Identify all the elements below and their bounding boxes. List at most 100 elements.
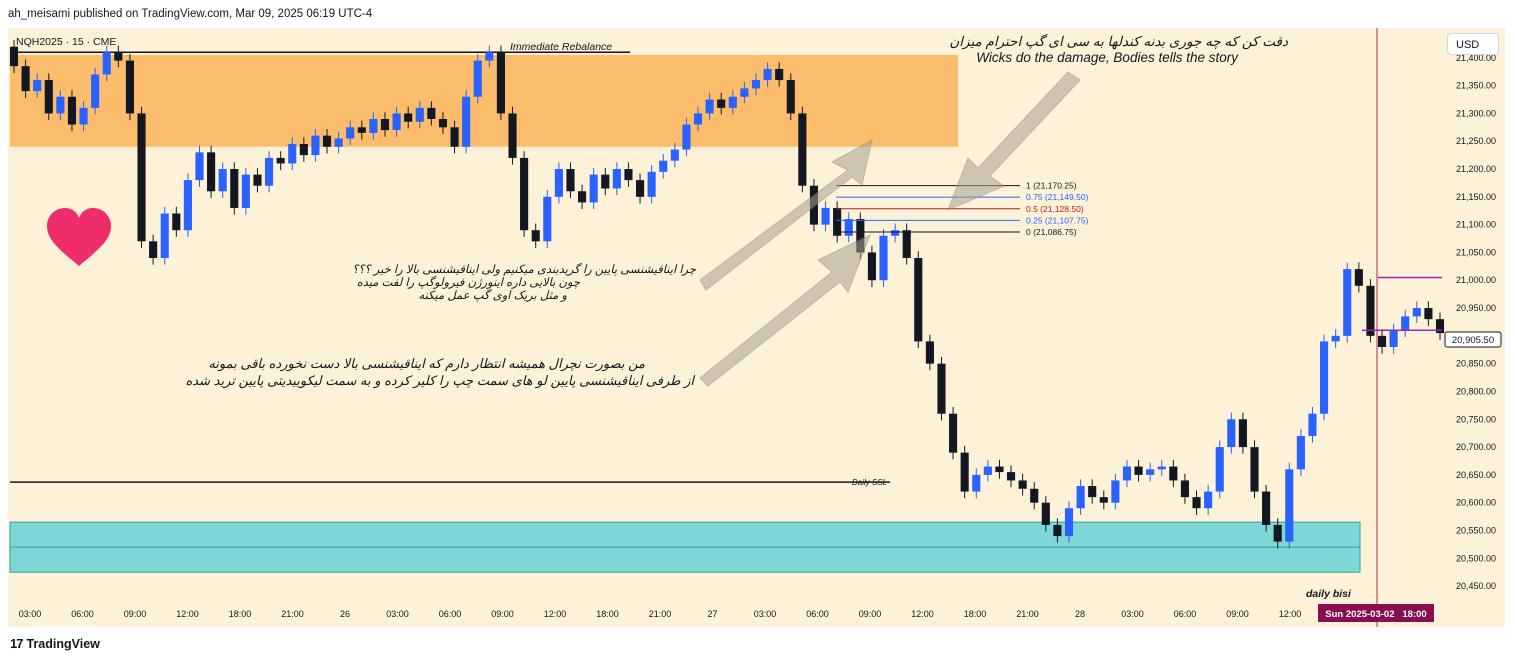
currency-button[interactable]: USD bbox=[1447, 33, 1499, 55]
candle-body bbox=[322, 135, 332, 147]
candle-body bbox=[276, 157, 285, 164]
x-tick-label: 09:00 bbox=[859, 609, 882, 619]
purple-levels-layer bbox=[1362, 276, 1442, 332]
candle-body bbox=[879, 235, 888, 281]
candle-body bbox=[1273, 524, 1282, 542]
candle-body bbox=[125, 60, 134, 114]
y-tick-label: 21,150.00 bbox=[1456, 192, 1496, 202]
candle-body bbox=[1099, 497, 1108, 503]
candle-body bbox=[1018, 480, 1027, 489]
annotation-mid-line-1: چرا ایناقیشنسی پایین را گریدبندی میکنیم … bbox=[352, 262, 697, 276]
annotation-low-line-2: از طرفی ایناقیشنسی پایین لو های سمت چپ ر… bbox=[186, 373, 696, 389]
candle-body bbox=[1192, 497, 1201, 509]
candle-body bbox=[33, 80, 42, 92]
y-tick-label: 21,050.00 bbox=[1456, 247, 1496, 257]
y-tick-label: 20,950.00 bbox=[1456, 303, 1496, 313]
fib-level-label: 0 (21,086.75) bbox=[1026, 227, 1077, 237]
x-tick-label: 28 bbox=[1075, 609, 1085, 619]
zone-immediate-rebalance bbox=[10, 55, 958, 147]
zone-label-immediate-rebalance: Immediate Rebalance bbox=[510, 41, 612, 53]
candle-body bbox=[624, 169, 633, 181]
footer: 17 TradingView bbox=[10, 636, 100, 651]
candle-body bbox=[1412, 308, 1421, 317]
y-tick-label: 20,600.00 bbox=[1456, 498, 1496, 508]
candle-body bbox=[728, 96, 737, 108]
x-tick-label: 18:00 bbox=[596, 609, 619, 619]
candle-body bbox=[334, 138, 343, 147]
y-tick-label: 20,750.00 bbox=[1456, 414, 1496, 424]
candle-body bbox=[543, 196, 552, 242]
fib-level-label: 1 (21,170.25) bbox=[1026, 181, 1077, 191]
candle-body bbox=[798, 113, 807, 186]
heart-icon bbox=[47, 208, 111, 266]
fib-level-label: 0.75 (21,149.50) bbox=[1026, 192, 1089, 202]
candle-body bbox=[1204, 491, 1213, 509]
candle-body bbox=[775, 68, 784, 81]
candle-body bbox=[717, 99, 726, 108]
candle-body bbox=[1389, 330, 1398, 347]
candle-body bbox=[1331, 335, 1340, 342]
candle-body bbox=[1030, 488, 1039, 503]
price-axis: 21,400.00 21,350.00 21,300.00 21,250.00 21,2… bbox=[1456, 53, 1496, 591]
candle-body bbox=[172, 213, 181, 231]
candle-body bbox=[1435, 319, 1445, 334]
candle-body bbox=[473, 60, 482, 97]
candle-body bbox=[554, 169, 563, 197]
candle-body bbox=[160, 213, 169, 258]
x-tick-label: 03:00 bbox=[19, 609, 42, 619]
x-tick-label: 21:00 bbox=[649, 609, 672, 619]
candle-body bbox=[983, 466, 992, 475]
candle-body bbox=[520, 157, 529, 231]
candle-body bbox=[751, 80, 761, 89]
x-tick-label: 03:00 bbox=[754, 609, 777, 619]
candle-body bbox=[415, 107, 424, 122]
candle-body bbox=[786, 80, 795, 114]
candle-body bbox=[404, 113, 413, 122]
candle-body bbox=[833, 207, 842, 236]
x-tick-label: 03:00 bbox=[386, 609, 409, 619]
arrow-upper-left bbox=[699, 139, 873, 291]
y-tick-label: 21,100.00 bbox=[1456, 220, 1496, 230]
candle-body bbox=[1238, 419, 1247, 448]
levels-layer bbox=[10, 51, 890, 483]
candle-body bbox=[578, 191, 587, 203]
candle-body bbox=[1401, 316, 1410, 331]
publisher-line: ah_meisami published on TradingView.com,… bbox=[8, 8, 373, 20]
candle-body bbox=[253, 174, 262, 186]
candle-body bbox=[1377, 335, 1387, 347]
candle-body bbox=[264, 157, 274, 186]
candle-body bbox=[589, 174, 598, 203]
annotation-top-persian: دقت کن که چه جوری بدنه کندلها به سی ای گ… bbox=[949, 33, 1289, 50]
y-tick-label: 20,500.00 bbox=[1456, 553, 1496, 563]
x-tick-label: 09:00 bbox=[491, 609, 514, 619]
y-tick-label: 20,800.00 bbox=[1456, 386, 1496, 396]
candle-body bbox=[114, 52, 123, 61]
candle-body bbox=[1343, 269, 1352, 336]
x-tick-label: 03:00 bbox=[1121, 609, 1144, 619]
candle-body bbox=[1146, 469, 1155, 475]
candle-body bbox=[1320, 341, 1329, 414]
candles-layer bbox=[9, 40, 1445, 549]
candle-body bbox=[346, 127, 355, 139]
x-tick-label: 06:00 bbox=[806, 609, 829, 619]
y-tick-label: 20,850.00 bbox=[1456, 359, 1496, 369]
y-tick-label: 20,550.00 bbox=[1456, 525, 1496, 535]
footer-brand[interactable]: TradingView bbox=[26, 636, 100, 651]
candle-body bbox=[496, 52, 505, 114]
candle-body bbox=[1180, 480, 1190, 498]
candle-body bbox=[241, 174, 250, 208]
candle-body bbox=[1366, 285, 1375, 336]
candle-body bbox=[1088, 486, 1097, 498]
x-tick-label: 06:00 bbox=[71, 609, 94, 619]
candle-body bbox=[207, 152, 216, 192]
candle-body bbox=[91, 74, 100, 108]
candle-body bbox=[311, 135, 320, 156]
candle-body bbox=[1006, 472, 1016, 481]
candle-body bbox=[1157, 466, 1166, 470]
candle-body bbox=[462, 96, 471, 147]
candle-body bbox=[740, 88, 749, 97]
candle-body bbox=[230, 169, 239, 208]
candle-body bbox=[682, 124, 691, 150]
candle-body bbox=[149, 241, 158, 258]
